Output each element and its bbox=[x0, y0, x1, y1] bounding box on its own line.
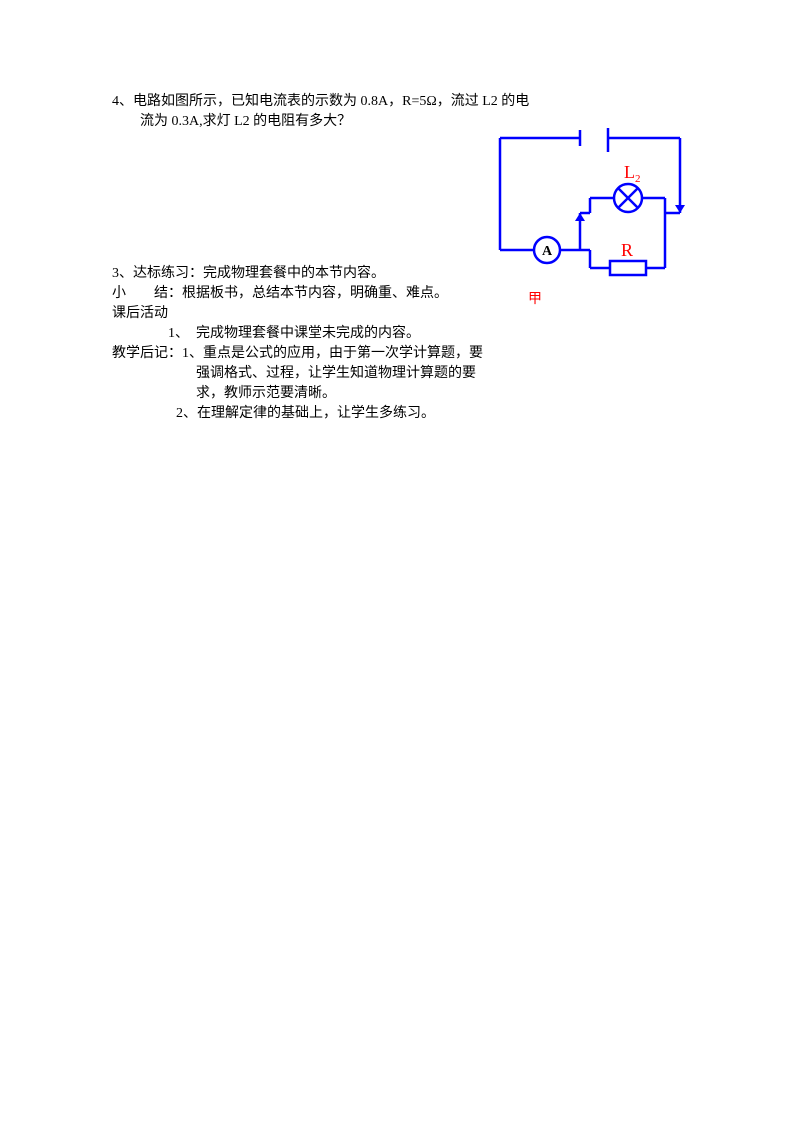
l2-label: L bbox=[624, 162, 635, 182]
section-3-line-7: 求，教师示范要清晰。 bbox=[112, 384, 682, 404]
ammeter-label: A bbox=[542, 244, 553, 259]
problem-4-line-1: 4、电路如图所示，已知电流表的示数为 0.8A，R=5Ω，流过 L2 的电 bbox=[112, 92, 682, 112]
section-3-line-4: 1、 完成物理套餐中课堂未完成的内容。 bbox=[112, 324, 682, 344]
section-3-line-8: 2、在理解定律的基础上，让学生多练习。 bbox=[112, 404, 682, 424]
circuit-diagram: A L 2 R bbox=[490, 128, 690, 298]
circuit-caption: 甲 bbox=[528, 288, 542, 308]
section-3-line-3: 课后活动 bbox=[112, 304, 682, 324]
l2-label-sub: 2 bbox=[635, 173, 641, 185]
resistor-r bbox=[610, 261, 646, 275]
circuit-svg: A L 2 R bbox=[490, 128, 690, 298]
r-label: R bbox=[621, 240, 633, 260]
section-3-line-5: 教学后记：1、重点是公式的应用，由于第一次学计算题，要 bbox=[112, 344, 682, 364]
section-3-line-6: 强调格式、过程，让学生知道物理计算题的要 bbox=[112, 364, 682, 384]
